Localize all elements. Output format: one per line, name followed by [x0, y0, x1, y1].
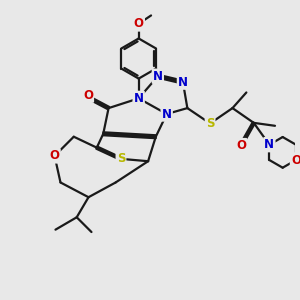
Text: O: O — [134, 17, 144, 30]
Text: O: O — [291, 154, 300, 166]
Text: S: S — [206, 117, 214, 130]
Text: O: O — [83, 88, 93, 102]
Text: N: N — [162, 107, 172, 121]
Text: S: S — [117, 152, 125, 165]
Text: N: N — [178, 76, 188, 88]
Text: O: O — [50, 149, 60, 162]
Text: N: N — [134, 92, 144, 105]
Text: N: N — [153, 70, 163, 83]
Text: O: O — [134, 17, 144, 30]
Text: N: N — [264, 138, 274, 151]
Text: O: O — [236, 139, 246, 152]
